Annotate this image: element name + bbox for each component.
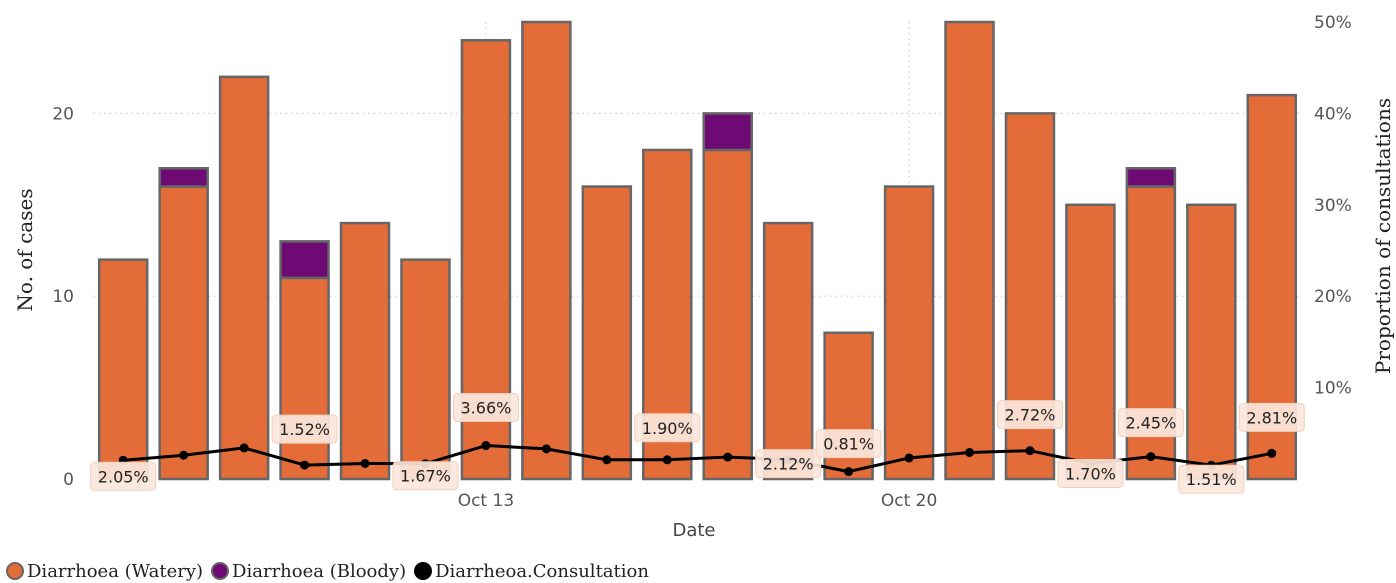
consultation-point-9[interactable]: [662, 455, 672, 465]
bar-watery-14[interactable]: [944, 20, 995, 481]
legend-label-consultation: Diarrheoa.Consultation: [435, 560, 649, 582]
y2-tick-1: 20%: [1314, 287, 1352, 307]
bars: [97, 20, 1298, 481]
bar-watery-18[interactable]: [1186, 203, 1237, 481]
consultation-point-19[interactable]: [1267, 448, 1277, 458]
data-label-0: 2.05%: [98, 467, 149, 486]
consultation-point-1[interactable]: [179, 450, 189, 460]
y2-axis-ticks: 10% 20% 30% 40% 50%: [1314, 13, 1352, 399]
consultation-point-8[interactable]: [602, 455, 612, 465]
legend-swatch-bloody: [211, 562, 230, 580]
bar-watery-2[interactable]: [218, 75, 270, 481]
consultation-point-17[interactable]: [1146, 452, 1156, 462]
data-label-15: 2.72%: [1005, 406, 1056, 425]
legend-swatch-watery: [6, 562, 24, 580]
data-label-box-16: [1057, 458, 1124, 488]
y-axis-title: No. of cases: [13, 188, 37, 311]
y-axis-ticks: 0 10 20: [52, 104, 74, 490]
data-label-6: 3.66%: [461, 399, 512, 418]
consultation-point-7[interactable]: [541, 444, 551, 454]
legend-label-bloody: Diarrhoea (Bloody): [232, 560, 407, 582]
y-tick-2: 20: [52, 104, 74, 124]
data-label-box-19: [1238, 402, 1305, 432]
bar-watery-10[interactable]: [702, 148, 753, 481]
bar-watery-16[interactable]: [1065, 203, 1116, 481]
x-tick-0: Oct 13: [458, 491, 514, 511]
data-label-18: 1.51%: [1186, 470, 1237, 489]
data-label-box-3: [271, 414, 338, 444]
bar-watery-4[interactable]: [339, 221, 391, 481]
legend-item-bloody[interactable]: Diarrhoea (Bloody): [211, 561, 406, 582]
data-label-box-9: [634, 413, 701, 443]
bar-bloody-1[interactable]: [158, 166, 209, 188]
legend-item-consultation[interactable]: Diarrheoa.Consultation: [414, 561, 649, 582]
data-label-box-0: [90, 461, 157, 491]
data-label-box-17: [1117, 408, 1184, 438]
y2-tick-2: 30%: [1314, 196, 1352, 216]
legend: Diarrhoea (Watery) Diarrhoea (Bloody) Di…: [6, 560, 649, 582]
data-label-12: 0.81%: [823, 435, 874, 454]
y2-axis-title: Proportion of consultations: [1371, 98, 1395, 374]
data-label-box-6: [452, 393, 519, 423]
data-label-box-18: [1178, 464, 1245, 494]
y2-tick-3: 40%: [1314, 104, 1352, 124]
data-label-3: 1.52%: [279, 420, 330, 439]
bar-watery-11[interactable]: [762, 221, 814, 481]
bar-watery-13[interactable]: [883, 185, 935, 481]
consultation-point-6[interactable]: [481, 441, 491, 451]
legend-swatch-consultation: [414, 562, 433, 580]
data-label-11: 2.12%: [763, 455, 814, 474]
data-label-box-15: [996, 400, 1063, 430]
bar-watery-1[interactable]: [158, 185, 209, 481]
data-label-box-11: [755, 449, 822, 479]
data-label-9: 1.90%: [642, 419, 693, 438]
consultation-point-12[interactable]: [844, 467, 854, 477]
bar-watery-0[interactable]: [97, 258, 149, 481]
consultation-point-14[interactable]: [965, 447, 975, 457]
legend-item-watery[interactable]: Diarrhoea (Watery): [6, 561, 203, 582]
bar-watery-5[interactable]: [400, 258, 451, 481]
data-label-17: 2.45%: [1125, 414, 1176, 433]
consultation-point-15[interactable]: [1025, 446, 1035, 456]
bar-watery-7[interactable]: [521, 20, 572, 481]
y-tick-1: 10: [52, 287, 74, 307]
bar-bloody-17[interactable]: [1125, 166, 1177, 188]
bar-watery-3[interactable]: [279, 276, 330, 481]
x-tick-1: Oct 20: [881, 491, 937, 511]
bar-bloody-3[interactable]: [279, 240, 330, 280]
y-tick-0: 0: [63, 470, 74, 490]
y2-tick-4: 50%: [1314, 13, 1352, 33]
data-label-16: 1.70%: [1065, 464, 1116, 483]
bar-bloody-10[interactable]: [702, 112, 753, 152]
consultation-point-4[interactable]: [360, 458, 370, 468]
data-labels: 2.05% 1.52% 1.67% 3.66% 1.90% 2.12% 0.81% 2.72%…: [90, 393, 1305, 494]
x-axis-title: Date: [672, 520, 715, 541]
x-axis-ticks: Oct 13 Oct 20: [458, 491, 938, 511]
y2-tick-0: 10%: [1314, 379, 1352, 399]
data-label-5: 1.67%: [400, 467, 451, 486]
data-label-19: 2.81%: [1246, 408, 1297, 427]
consultation-point-10[interactable]: [723, 452, 733, 462]
bar-watery-8[interactable]: [581, 185, 633, 481]
data-label-box-5: [392, 461, 459, 491]
consultation-point-13[interactable]: [904, 453, 914, 463]
consultation-point-3[interactable]: [300, 460, 310, 470]
data-label-box-12: [815, 429, 882, 459]
consultation-point-2[interactable]: [239, 443, 249, 453]
legend-label-watery: Diarrhoea (Watery): [27, 560, 204, 582]
